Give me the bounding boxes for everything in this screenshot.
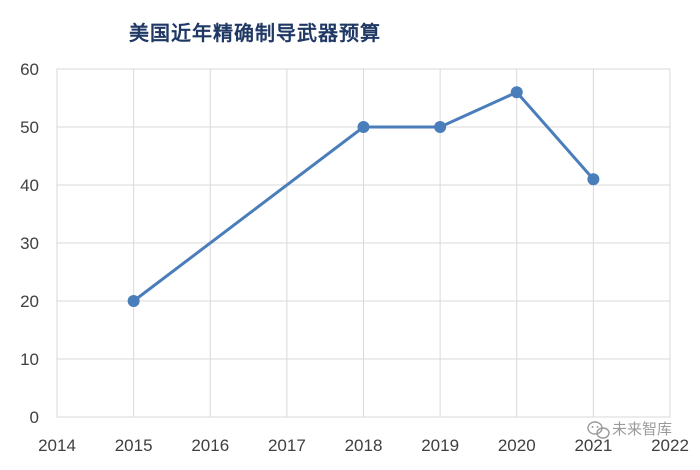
data-point [127, 295, 140, 307]
data-point [434, 121, 447, 133]
data-point [587, 173, 600, 186]
x-tick-label: 2015 [115, 436, 153, 455]
y-tick-label: 20 [20, 292, 39, 311]
y-tick-label: 50 [20, 118, 39, 137]
wechat-icon [587, 421, 610, 439]
x-tick-label: 2017 [268, 436, 306, 455]
chart-title: 美国近年精确制导武器预算 [129, 21, 381, 45]
series [127, 86, 600, 307]
plot-area-border [56, 68, 671, 418]
x-tick-label: 2022 [651, 436, 689, 455]
y-tick-label: 30 [20, 234, 39, 253]
y-tick-label: 60 [20, 60, 39, 79]
x-tick-label: 2021 [574, 436, 612, 455]
x-tick-label: 2018 [345, 436, 383, 455]
y-tick-label: 10 [20, 350, 39, 369]
data-point [357, 121, 370, 133]
data-point [510, 86, 523, 99]
y-axis-ticks: 0 10 20 30 40 50 60 [20, 60, 39, 427]
watermark: 未来智库 [587, 420, 672, 439]
x-tick-label: 2019 [421, 436, 459, 455]
x-tick-label: 2016 [191, 436, 229, 455]
y-tick-label: 0 [30, 408, 39, 427]
x-axis-ticks: 2014 2015 2016 2017 2018 2019 2020 2021 2022 [38, 436, 689, 455]
x-tick-label: 2014 [38, 436, 76, 455]
watermark-text: 未来智库 [612, 420, 672, 438]
x-tick-label: 2020 [498, 436, 536, 455]
y-tick-label: 40 [20, 176, 39, 195]
